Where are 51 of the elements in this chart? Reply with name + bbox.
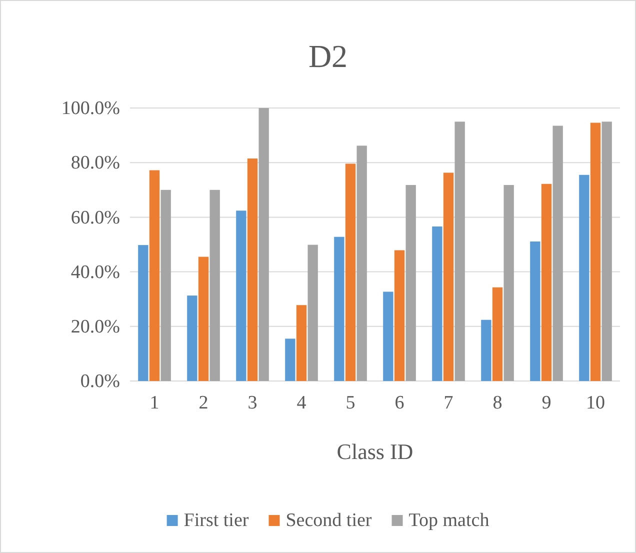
x-tick-label: 2 — [198, 392, 208, 414]
bar — [492, 287, 503, 381]
x-tick-label: 8 — [492, 392, 502, 414]
legend-label: Second tier — [286, 510, 372, 531]
bar — [187, 296, 198, 381]
bar — [138, 245, 148, 381]
bar — [285, 338, 296, 381]
x-tick-label: 3 — [248, 392, 258, 414]
bar — [149, 170, 160, 381]
y-tick-label: 20.0% — [70, 316, 120, 338]
y-tick-label: 40.0% — [70, 262, 120, 283]
bar — [345, 164, 356, 381]
x-axis-title: Class ID — [336, 439, 414, 464]
bar — [236, 210, 246, 381]
y-tick-label: 100.0% — [61, 98, 120, 120]
bar — [308, 244, 318, 381]
bar — [258, 108, 269, 381]
bar — [579, 174, 590, 381]
bar — [334, 236, 344, 381]
x-tick-label: 6 — [394, 392, 404, 414]
x-tick-label: 10 — [586, 392, 605, 414]
chart-title: D2 — [308, 38, 348, 74]
bar — [541, 184, 552, 381]
bar — [454, 122, 465, 381]
bar — [198, 256, 209, 381]
x-tick-label: 7 — [444, 392, 454, 414]
x-tick-label: 5 — [346, 392, 356, 414]
y-tick-label: 0.0% — [80, 371, 120, 392]
bar — [296, 305, 307, 381]
bar — [210, 190, 220, 381]
y-tick-label: 80.0% — [70, 152, 120, 174]
bar — [602, 122, 612, 381]
bar — [394, 250, 405, 381]
y-tick-label: 60.0% — [70, 207, 120, 228]
x-tick-label: 4 — [296, 392, 307, 414]
legend-label: Top match — [408, 510, 490, 531]
bar — [590, 122, 601, 381]
bar — [356, 146, 367, 381]
x-tick-label: 9 — [542, 392, 552, 414]
legend-label: First tier — [184, 510, 250, 531]
bar — [383, 292, 394, 381]
bar — [530, 241, 540, 381]
bar — [552, 126, 563, 381]
bar — [481, 320, 492, 381]
bar — [443, 172, 454, 381]
bar — [432, 226, 442, 381]
bar — [247, 158, 258, 381]
x-tick-label: 1 — [150, 392, 160, 414]
bar — [160, 190, 171, 381]
bar — [406, 184, 416, 381]
bar — [504, 184, 514, 381]
